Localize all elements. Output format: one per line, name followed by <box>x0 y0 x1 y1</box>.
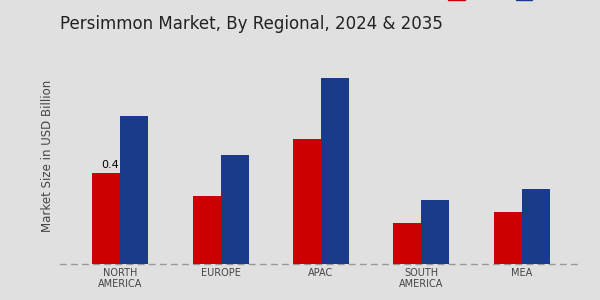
Bar <box>120 116 148 264</box>
Y-axis label: Market Size in USD Billion: Market Size in USD Billion <box>41 80 55 232</box>
Text: 0.4: 0.4 <box>101 160 119 170</box>
Legend: 2024, 2035: 2024, 2035 <box>443 0 576 7</box>
Bar <box>321 78 349 264</box>
Bar <box>293 139 321 264</box>
Bar <box>393 223 421 264</box>
Bar <box>494 212 522 264</box>
Bar <box>221 155 249 264</box>
Bar <box>421 200 449 264</box>
Bar <box>193 196 221 264</box>
Text: Persimmon Market, By Regional, 2024 & 2035: Persimmon Market, By Regional, 2024 & 20… <box>60 15 443 33</box>
Bar <box>522 189 550 264</box>
Bar <box>92 173 120 264</box>
